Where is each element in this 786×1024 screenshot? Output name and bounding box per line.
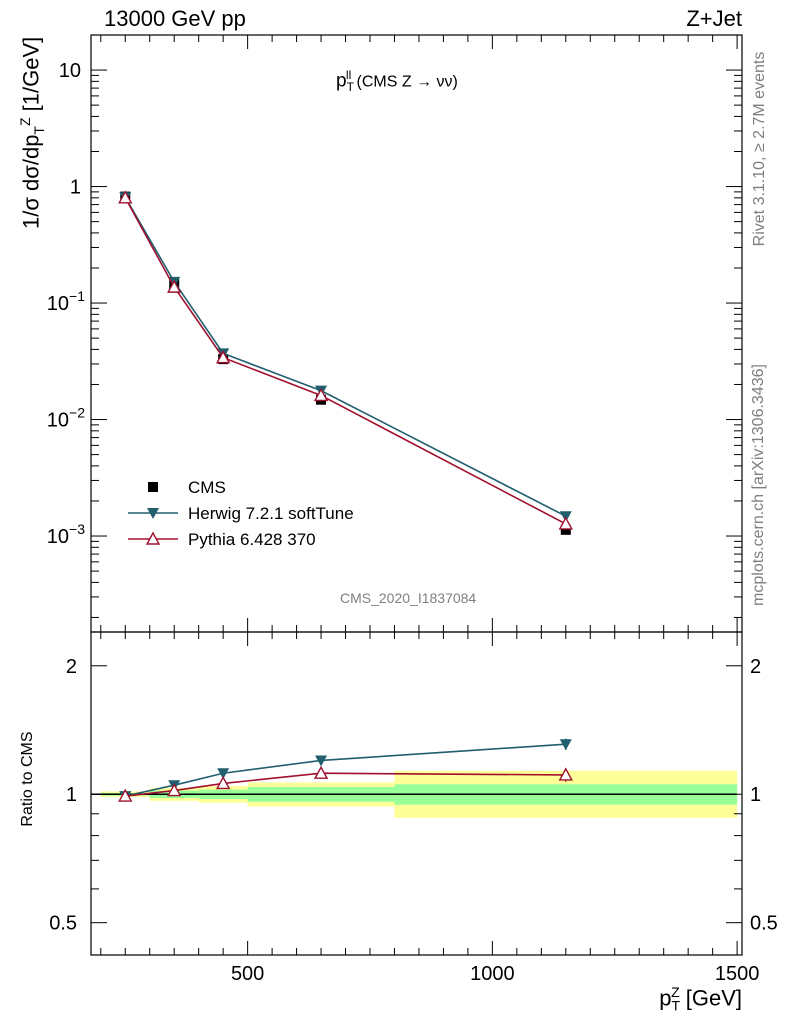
pythia-ratio-point — [167, 783, 182, 797]
header-process-label: 13000 GeV pp — [104, 6, 246, 31]
ratio-y-tick-label: 2 — [66, 656, 77, 678]
x-tick-label: 500 — [231, 963, 264, 985]
herwig-ratio-point — [315, 755, 328, 767]
cms-point — [560, 524, 571, 535]
pythia-line — [124, 197, 567, 525]
ratio-y-tick-label-right: 1 — [750, 784, 761, 806]
herwig-ratio-point — [217, 768, 230, 780]
ratio-y-tick-label: 1 — [66, 784, 77, 806]
plot-title: pTll (CMS Z → νν) — [336, 68, 458, 95]
y-tick-label: 10−1 — [47, 288, 85, 315]
ratio-y-tick-label-right: 0.5 — [750, 913, 778, 935]
legend-label: Herwig 7.2.1 softTune — [188, 504, 354, 523]
herwig-ratio-point — [559, 739, 572, 751]
ratio-plot-frame — [90, 631, 743, 956]
x-tick-label: 1000 — [470, 963, 515, 985]
x-tick-label: 1500 — [715, 963, 760, 985]
x-axis-label: pTZ [GeV] — [659, 984, 742, 1014]
ratio-y-tick-label-right: 2 — [750, 656, 761, 678]
legend-herwig-marker — [147, 508, 159, 519]
y-tick-label: 10 — [59, 60, 81, 82]
pythia-ratio-point — [118, 788, 133, 802]
legend-pythia-marker — [145, 531, 161, 545]
header-channel-label: Z+Jet — [686, 6, 742, 31]
pythia-point — [167, 279, 182, 293]
pythia-point — [215, 350, 231, 364]
pythia-ratio-point — [313, 765, 329, 779]
y-tick-label: 10−3 — [47, 521, 85, 548]
pythia-point — [558, 516, 573, 530]
y-tick-label: 10−2 — [47, 405, 85, 432]
pythia-point — [118, 190, 133, 204]
legend-label: CMS — [188, 478, 226, 497]
pythia-point — [313, 387, 329, 402]
analysis-id-label: CMS_2020_I1837084 — [340, 590, 477, 606]
herwig-line — [124, 196, 567, 517]
legend-cms-marker — [148, 482, 158, 492]
legend-label: Pythia 6.428 370 — [188, 530, 316, 549]
ratio-y-tick-label: 0.5 — [49, 913, 77, 935]
pythia-ratio-point — [558, 767, 573, 781]
y-tick-label: 1 — [70, 177, 81, 199]
pythia-ratio-point — [215, 775, 231, 790]
